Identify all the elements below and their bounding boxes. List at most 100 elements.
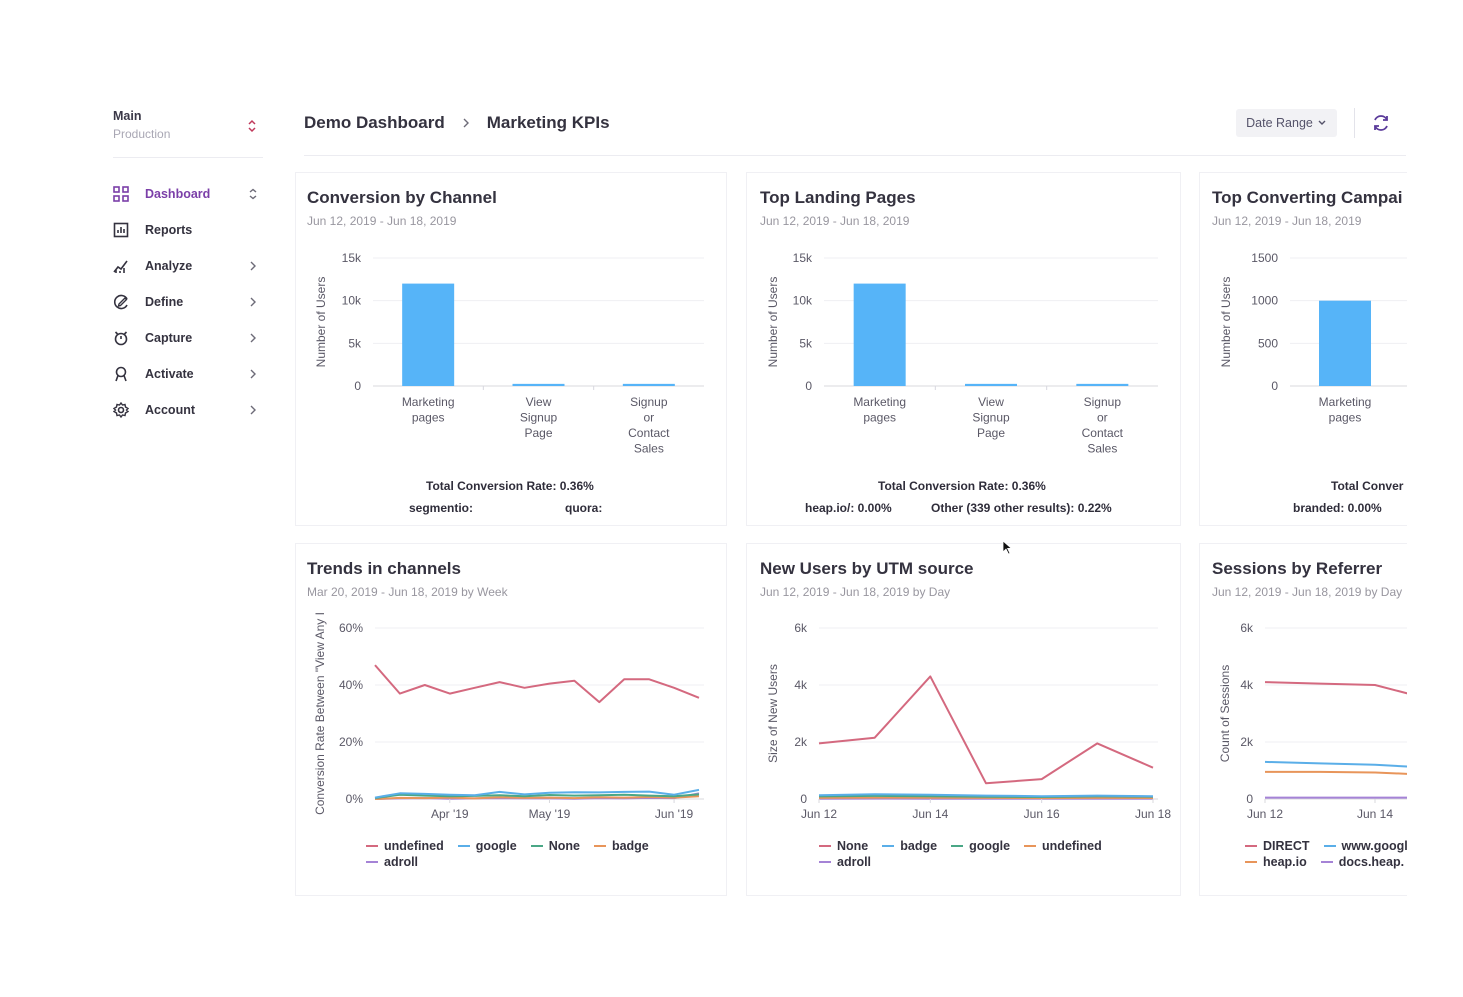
legend-item[interactable]: None (530, 839, 580, 853)
y-axis-title: Number of Users (766, 277, 780, 368)
line-chart: Conversion Rate Between "View Any I 0% 20%… (313, 612, 704, 821)
legend-item[interactable]: undefined (1024, 839, 1102, 853)
legend-item[interactable]: None (819, 839, 868, 853)
y-tick-label: 10k (793, 294, 813, 308)
refresh-icon[interactable] (1370, 112, 1392, 134)
environment-selector[interactable]: Main Production (113, 109, 263, 145)
x-tick-label: Sales (1087, 442, 1117, 456)
total-conversion-rate: Total Conversion Rate: 0.36% (878, 479, 1046, 493)
detail-other: Other (339 other results): 0.22% (931, 501, 1112, 515)
y-tick-label: 6k (794, 621, 808, 635)
card-title: Conversion by Channel (307, 188, 497, 207)
sidebar-item-reports[interactable]: Reports (113, 212, 263, 248)
y-tick-label: 1500 (1251, 251, 1278, 265)
sidebar-item-analyze[interactable]: Analyze (113, 248, 263, 284)
y-tick-label: 4k (794, 678, 808, 692)
bar (965, 383, 1017, 386)
legend-item[interactable]: www.googl (1323, 839, 1407, 853)
sidebar-item-label: Account (145, 403, 195, 417)
breadcrumb-root-link[interactable]: Demo Dashboard (304, 113, 445, 132)
card-date-range: Jun 12, 2019 - Jun 18, 2019 by Day (760, 585, 951, 599)
series-line (374, 664, 700, 704)
card-title: Trends in channels (307, 559, 461, 578)
x-tick-label: Signup (630, 395, 668, 409)
x-tick-label: Jun 12 (1247, 807, 1283, 821)
line-chart: Count of Sessions 0 2k 4k 6k Jun 12 Jun 14 (1218, 621, 1407, 821)
select-toggle-icon[interactable] (246, 117, 258, 135)
sidebar-item-label: Activate (145, 367, 194, 381)
card-new-users-by-utm-source[interactable]: New Users by UTM source Jun 12, 2019 - J… (746, 543, 1181, 896)
y-tick-label: 5k (799, 336, 813, 350)
x-tick-label: Signup (520, 411, 558, 425)
card-top-converting-campaigns[interactable]: Top Converting Campai Jun 12, 2019 - Jun… (1199, 172, 1407, 526)
legend-item[interactable]: adroll (366, 855, 418, 869)
bar (512, 383, 565, 386)
sidebar-item-account[interactable]: Account (113, 392, 263, 428)
y-tick-label: 500 (1258, 336, 1278, 350)
card-conversion-by-channel[interactable]: Conversion by Channel Jun 12, 2019 - Jun… (295, 172, 727, 526)
legend-item[interactable]: docs.heap. (1320, 855, 1404, 869)
environment-subtitle: Production (113, 127, 171, 141)
x-tick-label: Jun 16 (1024, 807, 1060, 821)
sidebar-item-activate[interactable]: Activate (113, 356, 263, 392)
sidebar-item-label: Define (145, 295, 184, 309)
legend-item[interactable]: google (457, 839, 517, 853)
legend-item[interactable]: adroll (819, 855, 871, 869)
bar (622, 383, 675, 386)
bar-chart: Number of Users 0 500 1000 1500 Marketing page… (1219, 251, 1407, 425)
chevron-down-icon (1318, 120, 1326, 125)
bar-chart: Number of Users 0 5k 10k 15k Marketing pages Vi… (314, 251, 704, 456)
legend-item[interactable]: google (951, 839, 1010, 853)
x-tick-label: Jun 14 (1357, 807, 1393, 821)
series-line (818, 675, 1154, 785)
y-tick-label: 4k (1240, 678, 1254, 692)
sidebar-item-capture[interactable]: Capture (113, 320, 263, 356)
series-line (1264, 681, 1407, 695)
card-date-range: Jun 12, 2019 - Jun 18, 2019 (1212, 214, 1362, 228)
x-tick-label: pages (1329, 411, 1362, 425)
x-tick-label: Page (524, 426, 552, 440)
x-tick-label: pages (863, 411, 896, 425)
chevron-right-icon (250, 261, 256, 271)
chevron-right-icon (250, 297, 256, 307)
y-tick-label: 0 (354, 379, 361, 393)
y-tick-label: 0 (1271, 379, 1278, 393)
y-tick-label: 6k (1240, 621, 1254, 635)
legend-item[interactable]: badge (882, 839, 937, 853)
bar (1319, 300, 1371, 386)
series-line (818, 796, 1154, 800)
header-divider (304, 155, 1406, 156)
x-tick-label: May '19 (529, 807, 571, 821)
sidebar-item-define[interactable]: Define (113, 284, 263, 320)
y-tick-label: 15k (342, 251, 362, 265)
y-tick-label: 1000 (1251, 294, 1278, 308)
capture-icon (114, 331, 128, 346)
x-tick-label: Jun 12 (801, 807, 837, 821)
legend-item[interactable]: undefined (366, 839, 444, 853)
y-tick-label: 20% (339, 735, 363, 749)
legend-item[interactable]: DIRECT (1245, 839, 1310, 853)
card-sessions-by-referrer[interactable]: Sessions by Referrer Jun 12, 2019 - Jun … (1199, 543, 1407, 896)
chart-legend: DIRECT www.googl heap.io docs.heap. (1245, 838, 1407, 870)
report-icon (113, 222, 129, 238)
total-conversion-rate: Total Conversion Rate: 0.36% (426, 479, 594, 493)
y-tick-label: 2k (794, 735, 808, 749)
x-tick-label: Contact (628, 426, 670, 440)
y-tick-label: 2k (1240, 735, 1254, 749)
bar-chart: Number of Users 0 5k 10k 15k Marketing pages Vi… (766, 251, 1158, 456)
card-trends-in-channels[interactable]: Trends in channels Mar 20, 2019 - Jun 18… (295, 543, 727, 896)
legend-item[interactable]: badge (593, 839, 649, 853)
card-top-landing-pages[interactable]: Top Landing Pages Jun 12, 2019 - Jun 18,… (746, 172, 1181, 526)
activate-icon (115, 366, 127, 382)
chevron-right-icon (250, 405, 256, 415)
x-tick-label: Jun '19 (655, 807, 694, 821)
y-axis-title: Number of Users (314, 277, 328, 368)
environment-name: Main (113, 109, 142, 123)
date-range-button[interactable]: Date Range (1236, 109, 1337, 137)
x-tick-label: Page (977, 426, 1005, 440)
sidebar-item-dashboard[interactable]: Dashboard (113, 176, 263, 212)
bar (402, 283, 455, 386)
chart-legend: None badge google undefined adroll (819, 838, 1116, 870)
legend-item[interactable]: heap.io (1245, 855, 1307, 869)
y-tick-label: 15k (793, 251, 813, 265)
